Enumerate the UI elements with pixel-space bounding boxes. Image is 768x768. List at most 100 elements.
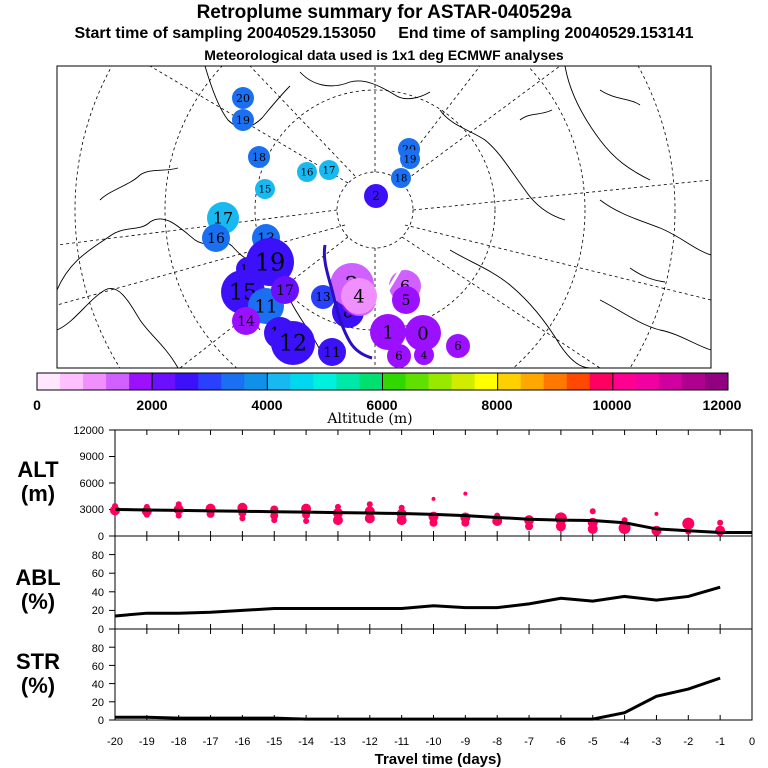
- plume-day-label: 11: [255, 296, 278, 317]
- plume-circle: [387, 344, 411, 368]
- x-tick-label: -5: [588, 736, 598, 748]
- colorbar-segment: [681, 373, 706, 390]
- plume-day-label: 17: [323, 166, 336, 177]
- x-tick-label: -12: [362, 736, 378, 748]
- alt-cluster-dot: [303, 517, 310, 524]
- abl-panel-unit: (%): [21, 589, 55, 614]
- colorbar-segment: [336, 373, 360, 390]
- colorbar-tick-label: 6000: [366, 397, 397, 413]
- plume-day-label: 19: [236, 114, 250, 127]
- colorbar-segment: [106, 373, 130, 390]
- x-tick-label: -3: [652, 736, 662, 748]
- colorbar-segment: [313, 373, 337, 390]
- plume-day-label: 18: [252, 151, 266, 164]
- x-tick-label: -19: [139, 736, 155, 748]
- plume-circle: [318, 338, 346, 366]
- x-tick-label: -6: [556, 736, 566, 748]
- colorbar-frame: [36, 372, 729, 391]
- str-y-tick: 20: [92, 697, 104, 709]
- str-y-tick: 80: [92, 643, 104, 655]
- colorbar-segment: [152, 373, 176, 390]
- x-tick-label: 0: [749, 736, 755, 748]
- colorbar-segment: [428, 373, 453, 390]
- plume-circle: [297, 162, 317, 182]
- alt-y-tick: 12000: [73, 425, 104, 437]
- plume-circle: [232, 87, 254, 109]
- x-tick-marks: [114, 430, 753, 720]
- plume-day-label: 0: [417, 323, 428, 344]
- colorbar-tick-label: 4000: [251, 397, 282, 413]
- start-time: Start time of sampling 20040529.153050: [74, 25, 377, 42]
- colorbar-segment: [221, 373, 245, 390]
- colorbar-segment: [474, 373, 499, 390]
- alt-cluster-dot: [715, 525, 726, 536]
- colorbar-segment: [589, 373, 614, 390]
- colorbar-segment: [359, 373, 383, 390]
- str-series-line: [115, 676, 721, 721]
- colorbar-tick-label: 2000: [136, 397, 167, 413]
- plume-day-label: 2: [372, 189, 380, 203]
- x-tick-labels: -20 -19 -18 -17 -16 -15 -14 -13 -12 -11 -10 -9 -8 -7-…: [107, 736, 755, 748]
- plume-circle: [232, 109, 254, 131]
- alt-panel-unit: (m): [21, 481, 55, 506]
- x-tick-label: -8: [492, 736, 502, 748]
- alt-cluster-dot: [143, 503, 150, 510]
- plume-day-label: 20: [236, 92, 250, 105]
- alt-cluster-dot: [463, 491, 468, 496]
- plume-circle: [414, 345, 434, 365]
- abl-panel-label: ABL: [15, 565, 60, 590]
- str-y-tick-marks: [109, 646, 115, 721]
- abl-y-tick: 40: [92, 587, 104, 599]
- colorbar-segment: [60, 373, 84, 390]
- plume-day-label: 4: [421, 351, 427, 362]
- colorbar-segments: [36, 373, 729, 390]
- x-tick-label: -20: [107, 736, 123, 748]
- plume-circle: [405, 315, 441, 351]
- x-tick-label: -17: [203, 736, 219, 748]
- plume-day-label: 13: [315, 290, 330, 304]
- colorbar-segment: [405, 373, 430, 390]
- x-tick-label: -1: [715, 736, 725, 748]
- str-y-tick: 60: [92, 661, 104, 673]
- colorbar-segment: [382, 373, 407, 390]
- plume-day-label: 6: [395, 349, 403, 363]
- plume-day-label: 16: [207, 231, 225, 247]
- alt-series-line: [114, 508, 752, 534]
- plume-circle: [319, 160, 339, 180]
- alt-cluster-dot: [334, 503, 341, 510]
- colorbar-segment: [129, 373, 153, 390]
- alt-cluster-dot: [175, 501, 182, 508]
- alt-cluster-dot: [717, 519, 724, 526]
- plume-circle: [311, 285, 335, 309]
- plume-centroid-track: [322, 244, 373, 360]
- alt-y-tick: 6000: [80, 478, 104, 490]
- sampling-times: Start time of sampling 20040529.153050 E…: [0, 25, 768, 43]
- plume-circle: [248, 146, 270, 168]
- colorbar-segment: [267, 373, 291, 390]
- abl-y-tick: 20: [92, 605, 104, 617]
- alt-cluster-dot: [682, 517, 695, 530]
- alt-cluster-dot: [112, 502, 118, 509]
- str-y-tick: 40: [92, 679, 104, 691]
- colorbar-segment: [175, 373, 199, 390]
- coastlines: [57, 66, 711, 368]
- alt-y-tick: 0: [98, 531, 104, 543]
- map-panel: 2019181617152019181716131419151117141412…: [56, 65, 712, 369]
- colorbar-tick-label: 8000: [481, 397, 512, 413]
- alt-cluster-dot: [366, 501, 373, 508]
- alt-cluster-dot: [332, 515, 343, 526]
- plot-title: Retroplume summary for ASTAR-040529a: [196, 2, 572, 23]
- x-tick-label: -14: [298, 736, 314, 748]
- plume-day-label: 19: [404, 155, 417, 166]
- colorbar-segment: [83, 373, 107, 390]
- alt-panel-label: ALT: [17, 457, 59, 482]
- plume-day-label: 5: [402, 293, 411, 309]
- alt-cluster-dot: [589, 508, 596, 515]
- alt-cluster-dot: [555, 521, 566, 532]
- alt-cluster-dot: [618, 522, 631, 535]
- alt-cluster-dot: [143, 511, 150, 518]
- plume-day-label: 17: [276, 283, 294, 299]
- plume-day-label: 6: [454, 339, 462, 353]
- plume-circle: [202, 224, 230, 252]
- plume-circle: [232, 307, 260, 335]
